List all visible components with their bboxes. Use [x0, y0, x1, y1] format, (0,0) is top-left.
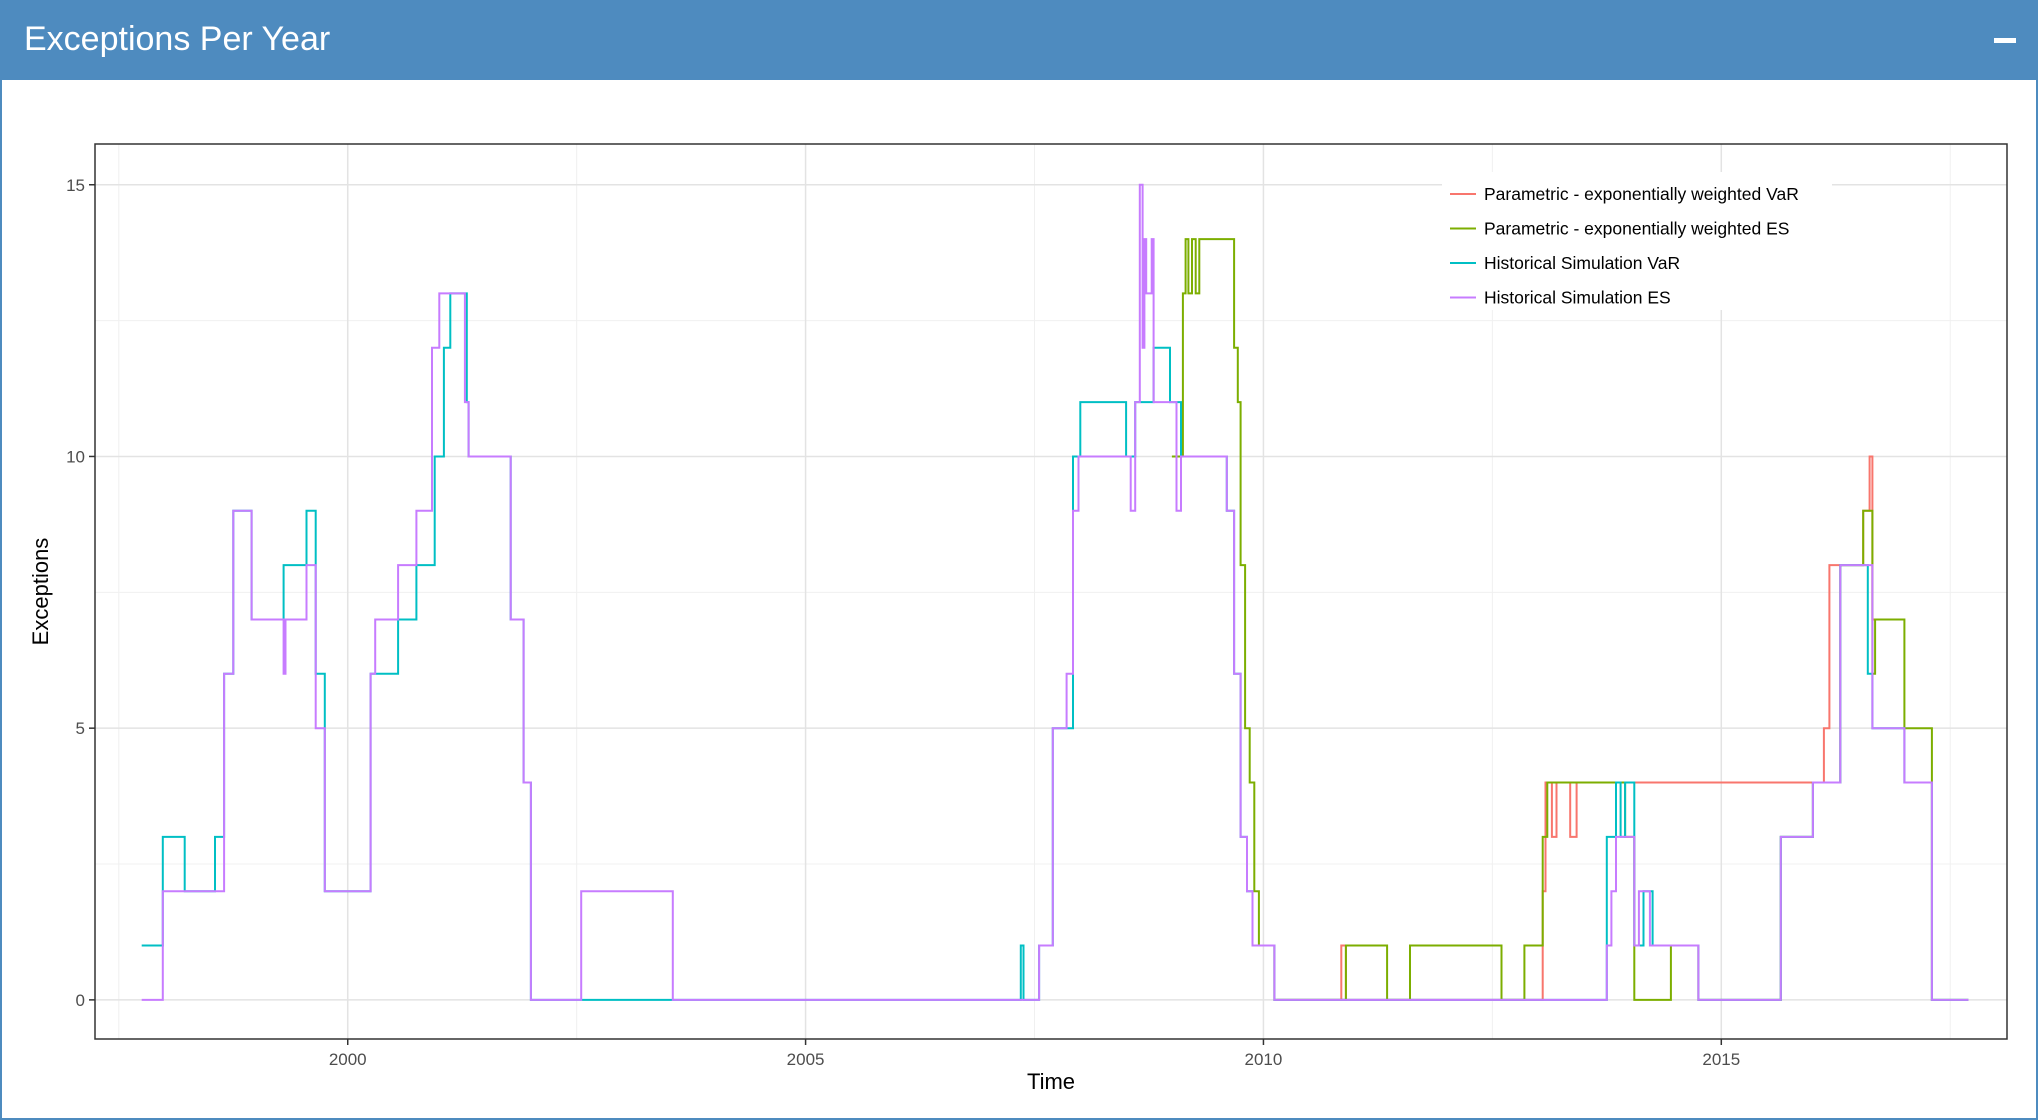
x-tick-label: 2010	[1245, 1050, 1283, 1069]
legend-label-4: Historical Simulation ES	[1484, 288, 1671, 308]
y-tick-label: 15	[66, 176, 85, 195]
legend-background	[1442, 172, 1832, 310]
x-axis-title: Time	[1027, 1069, 1075, 1094]
series-line-2	[1171, 238, 1969, 1001]
y-tick-label: 5	[76, 719, 85, 738]
y-tick-label: 0	[76, 991, 85, 1010]
x-tick-label: 2015	[1702, 1050, 1740, 1069]
axis-layer: 2000 2005 2010 2015 0 5 10 15 Time Exceptions	[28, 176, 1740, 1094]
x-tick-label: 2005	[787, 1050, 825, 1069]
y-tick-label: 10	[66, 447, 85, 466]
legend-label-2: Parametric - exponentially weighted ES	[1484, 219, 1789, 239]
legend-label-1: Parametric - exponentially weighted VaR	[1484, 184, 1799, 204]
series-line-3	[141, 292, 1969, 1001]
series-line-4	[141, 183, 1969, 1001]
panel-title: Exceptions Per Year	[24, 20, 331, 58]
minus-icon	[1994, 38, 2016, 43]
collapse-button[interactable]	[1984, 20, 2028, 60]
plot-border	[94, 143, 2008, 1040]
panel-header: Exceptions Per Year	[2, 2, 2036, 80]
y-axis-title: Exceptions	[28, 538, 53, 646]
series-layer	[141, 183, 1969, 1001]
legend-label-3: Historical Simulation VaR	[1484, 253, 1680, 273]
legend: Parametric - exponentially weighted VaR P…	[1442, 172, 1832, 310]
x-tick-label: 2000	[329, 1050, 367, 1069]
